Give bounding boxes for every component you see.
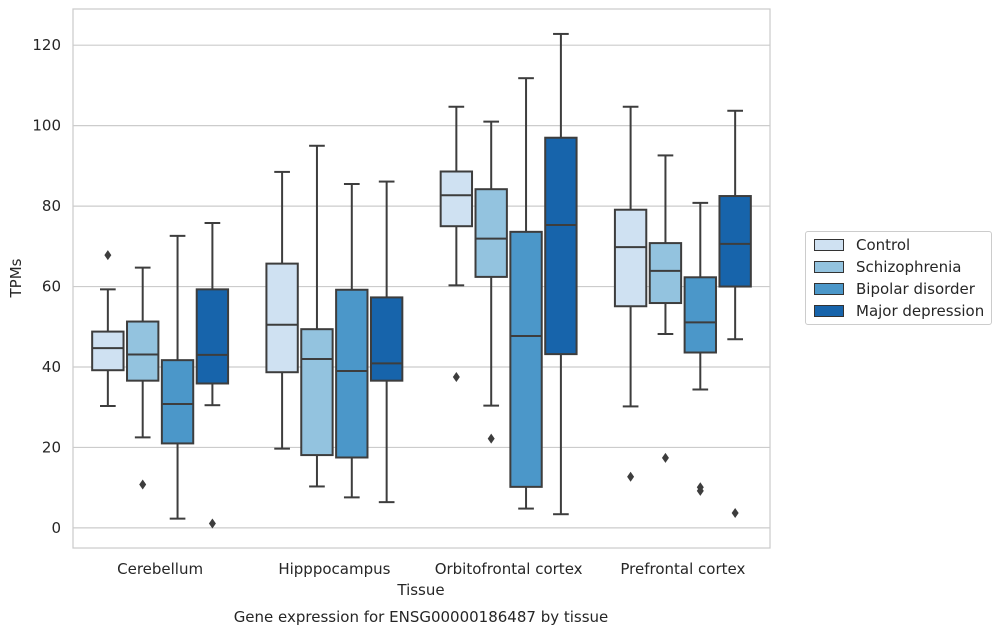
y-tick-label-0: 0 <box>51 519 61 537</box>
y-tick-label-40: 40 <box>42 358 61 376</box>
box-cerebellum-schizophrenia <box>126 266 160 490</box>
legend-swatch-bipolar-disorder <box>814 283 844 295</box>
box-hipppocampus-control <box>265 170 299 450</box>
plot-frame <box>72 8 771 549</box>
legend-item-control: Control <box>814 235 910 255</box>
legend-item-schizophrenia: Schizophrenia <box>814 257 961 277</box>
legend-label-control: Control <box>856 236 911 254</box>
iqr-box <box>683 276 717 354</box>
legend-swatch-control <box>814 239 844 251</box>
iqr-box <box>126 320 160 382</box>
iqr-box <box>91 330 125 372</box>
legend-label-bipolar-disorder: Bipolar disorder <box>856 280 975 298</box>
box-orbitofrontal-cortex-control <box>439 105 474 383</box>
iqr-box <box>335 288 369 459</box>
iqr-box <box>160 359 195 445</box>
x-tick-label-hipppocampus: Hipppocampus <box>278 560 390 578</box>
legend: Control Schizophrenia Bipolar disorder M… <box>805 231 992 325</box>
iqr-box <box>718 195 752 288</box>
x-tick-label-prefrontal-cortex: Prefrontal cortex <box>620 560 745 578</box>
box-orbitofrontal-cortex-major-depression <box>544 32 578 516</box>
legend-item-bipolar-disorder: Bipolar disorder <box>814 279 975 299</box>
iqr-box <box>613 208 648 308</box>
iqr-box <box>300 328 334 457</box>
box-prefrontal-cortex-bipolar-disorder <box>683 201 717 496</box>
iqr-box <box>648 242 683 305</box>
outlier-point <box>731 508 739 519</box>
legend-swatch-schizophrenia <box>814 261 844 273</box>
iqr-box <box>265 262 299 374</box>
x-axis-label: Tissue <box>396 581 444 599</box>
x-tick-label-cerebellum: Cerebellum <box>117 560 203 578</box>
x-tick-label-orbitofrontal-cortex: Orbitofrontal cortex <box>435 560 583 578</box>
y-tick-label-60: 60 <box>42 278 61 296</box>
box-cerebellum-major-depression <box>195 221 230 529</box>
y-tick-label-80: 80 <box>42 197 61 215</box>
x-axis-ticks: Cerebellum Hipppocampus Orbitofrontal cort… <box>117 560 745 578</box>
outlier-point <box>139 479 147 490</box>
outlier-point <box>661 452 669 463</box>
box-hipppocampus-bipolar-disorder <box>335 182 369 499</box>
outlier-point <box>452 372 460 383</box>
box-prefrontal-cortex-schizophrenia <box>648 154 683 463</box>
chart-title: Gene expression for ENSG00000186487 by t… <box>234 608 609 626</box>
iqr-box <box>544 136 578 356</box>
legend-label-major-depression: Major depression <box>856 302 985 320</box>
iqr-box <box>369 296 404 382</box>
y-tick-label-120: 120 <box>32 36 61 54</box>
iqr-box <box>509 230 543 488</box>
y-axis-label: TPMs <box>7 258 25 298</box>
y-axis-ticks: 0 20 40 60 80 100 120 <box>32 36 61 537</box>
box-cerebellum-bipolar-disorder <box>160 234 195 520</box>
box-hipppocampus-major-depression <box>369 180 404 504</box>
box-cerebellum-control <box>91 250 125 408</box>
outlier-point <box>208 518 216 529</box>
y-tick-label-100: 100 <box>32 117 61 135</box>
legend-label-schizophrenia: Schizophrenia <box>856 258 962 276</box>
box-prefrontal-cortex-control <box>613 105 648 482</box>
outlier-point <box>487 433 495 444</box>
box-hipppocampus-schizophrenia <box>300 144 334 488</box>
iqr-box <box>439 170 474 228</box>
box-prefrontal-cortex-major-depression <box>718 109 752 519</box>
outlier-point <box>627 471 635 482</box>
iqr-box <box>474 188 508 278</box>
legend-item-major-depression: Major depression <box>814 301 984 321</box>
outlier-point <box>696 485 704 496</box>
legend-swatch-major-depression <box>814 305 844 317</box>
box-orbitofrontal-cortex-bipolar-disorder <box>509 77 543 510</box>
y-tick-label-20: 20 <box>42 438 61 456</box>
outlier-point <box>104 250 112 261</box>
iqr-box <box>195 288 230 385</box>
box-plot-series <box>91 32 752 529</box>
box-orbitofrontal-cortex-schizophrenia <box>474 120 508 444</box>
